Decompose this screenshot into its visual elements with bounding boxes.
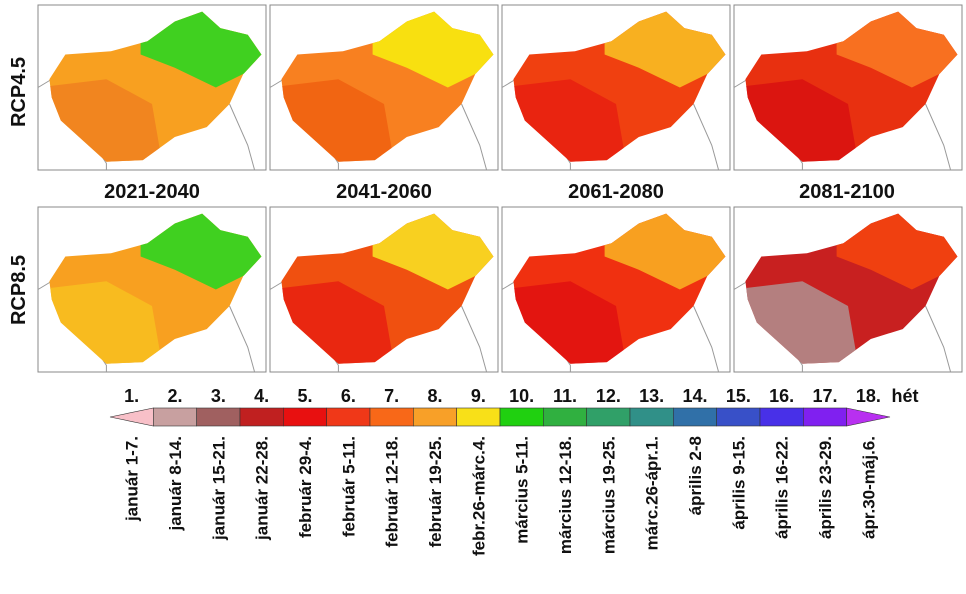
border-line xyxy=(461,305,488,373)
legend-week: 7. xyxy=(384,386,399,406)
legend-week: 1. xyxy=(124,386,139,406)
legend-dates: márc.26-ápr.1. xyxy=(643,436,662,550)
border-line xyxy=(693,103,720,171)
legend-swatch xyxy=(283,407,327,427)
legend-swatch xyxy=(803,407,847,427)
legend-week: 18. xyxy=(856,386,881,406)
legend-swatch xyxy=(629,407,674,427)
border-line xyxy=(925,305,952,373)
legend-dates: február 5-11. xyxy=(339,436,358,537)
legend-week: 14. xyxy=(682,386,707,406)
legend-dates: február 29-4. xyxy=(296,436,315,538)
legend-dates: február 19-25. xyxy=(426,436,445,548)
legend-dates: február 12-18. xyxy=(383,436,402,548)
row-label: RCP8.5 xyxy=(8,255,30,325)
border-line xyxy=(925,103,952,171)
legend-swatch xyxy=(586,407,631,427)
period-label: 2021-2040 xyxy=(104,181,200,203)
legend-week: 17. xyxy=(812,386,837,406)
legend-swatch xyxy=(499,407,544,427)
border-line xyxy=(229,305,256,373)
legend-dates: febr.26-márc.4. xyxy=(469,436,488,556)
legend-swatch xyxy=(326,407,371,427)
legend-dates: április 2-8 xyxy=(686,436,705,515)
legend-swatch xyxy=(846,407,891,427)
legend-dates: április 23-29. xyxy=(816,436,835,539)
legend-swatch xyxy=(109,407,154,427)
legend-dates: március 12-18. xyxy=(556,436,575,554)
border-line xyxy=(693,305,720,373)
legend-unit: hét xyxy=(892,386,919,406)
period-label: 2081-2100 xyxy=(799,181,895,203)
legend-swatch xyxy=(543,407,587,427)
period-label: 2041-2060 xyxy=(336,181,432,203)
legend-dates: január 22-28. xyxy=(253,436,272,541)
row-label: RCP4.5 xyxy=(8,57,30,127)
legend-swatch xyxy=(153,407,197,427)
border-line xyxy=(461,103,488,171)
border-line xyxy=(229,103,256,171)
legend-dates: március 19-25. xyxy=(599,436,618,554)
legend-swatch xyxy=(413,407,457,427)
legend-dates: ápr.30-máj.6. xyxy=(859,436,878,539)
period-label: 2061-2080 xyxy=(568,181,664,203)
legend-swatch xyxy=(716,407,761,427)
legend-dates: április 16-22. xyxy=(773,436,792,539)
legend-swatch xyxy=(196,407,241,427)
legend-week: 8. xyxy=(427,386,442,406)
legend-week: 11. xyxy=(553,386,577,406)
legend-dates: január 8-14. xyxy=(166,436,185,532)
legend-week: 15. xyxy=(726,386,751,406)
legend-week: 12. xyxy=(596,386,621,406)
legend-swatch xyxy=(759,407,804,427)
legend-swatch xyxy=(369,407,414,427)
legend-week: 9. xyxy=(471,386,486,406)
legend-week: 6. xyxy=(341,386,356,406)
legend-week: 4. xyxy=(254,386,269,406)
legend-dates: április 9-15. xyxy=(729,436,748,530)
legend-week: 2. xyxy=(167,386,182,406)
legend-week: 16. xyxy=(769,386,794,406)
legend-swatch xyxy=(673,407,717,427)
legend-dates: március 5-11. xyxy=(513,436,532,544)
legend-week: 10. xyxy=(509,386,534,406)
legend-swatch xyxy=(239,407,284,427)
legend-week: 3. xyxy=(211,386,226,406)
legend-week: 5. xyxy=(297,386,312,406)
legend-dates: január 1-7. xyxy=(123,436,142,522)
legend-dates: január 15-21. xyxy=(209,436,228,541)
legend-swatch xyxy=(456,407,501,427)
legend-week: 13. xyxy=(639,386,664,406)
